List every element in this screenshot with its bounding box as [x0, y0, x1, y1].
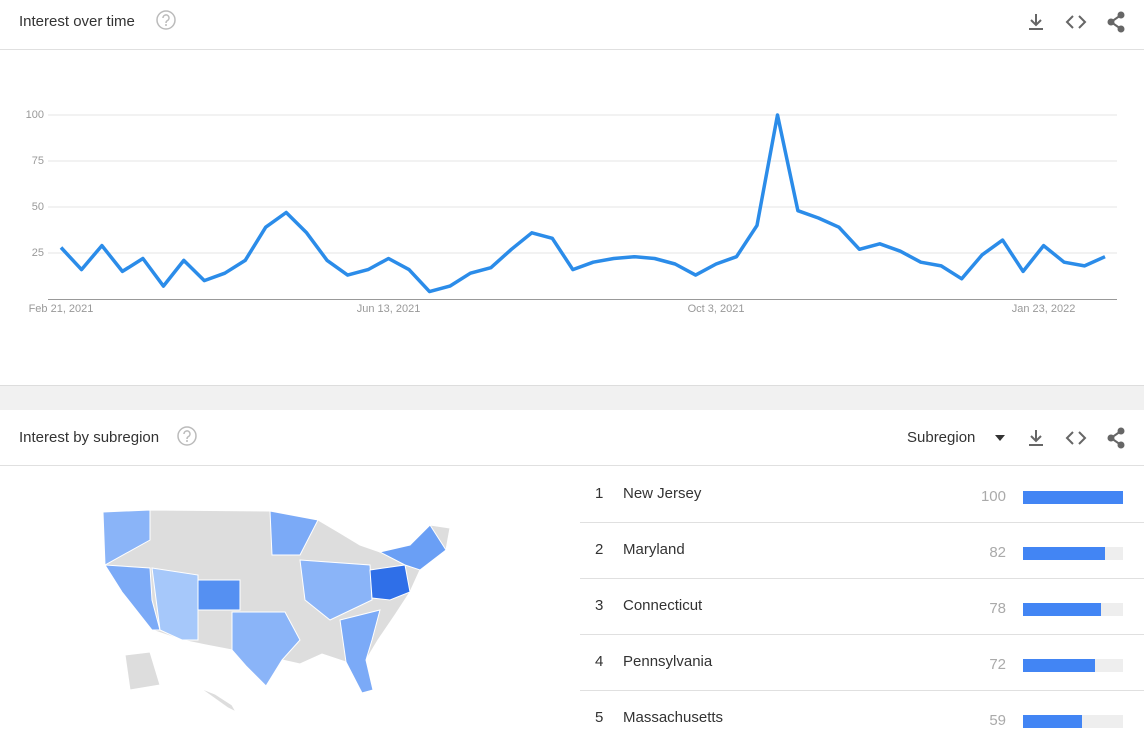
region-value: 82 [989, 544, 1006, 561]
x-tick-label: Jan 23, 2022 [1012, 303, 1076, 315]
us-map [102, 509, 451, 714]
dropdown-arrow[interactable] [995, 435, 1005, 441]
download-icon[interactable] [1029, 14, 1043, 30]
help-icon[interactable] [156, 10, 176, 30]
trend-line [59, 113, 1106, 294]
y-tick-label: 50 [32, 201, 44, 213]
region-name: New Jersey [623, 485, 702, 502]
region-value: 78 [989, 600, 1006, 617]
region-value: 72 [989, 656, 1006, 673]
region-name: Maryland [623, 541, 685, 558]
region-name: Pennsylvania [623, 653, 713, 670]
help-icon[interactable] [177, 426, 197, 446]
region-value: 100 [981, 488, 1006, 505]
rank: 2 [595, 541, 603, 558]
region-name: Connecticut [623, 597, 703, 614]
y-tick-label: 75 [32, 155, 44, 167]
section-gap [0, 386, 1144, 410]
bar [1023, 491, 1123, 504]
y-tick-label: 100 [26, 109, 44, 121]
bar [1023, 603, 1101, 616]
bar [1023, 547, 1105, 560]
x-tick-label: Feb 21, 2021 [29, 303, 94, 315]
x-tick-label: Jun 13, 2021 [357, 303, 421, 315]
y-tick-label: 25 [32, 247, 44, 259]
region-name: Massachusetts [623, 709, 723, 726]
rank: 5 [595, 709, 603, 726]
rank: 3 [595, 597, 603, 614]
section-title: Interest by subregion [19, 429, 159, 446]
region-value: 59 [989, 712, 1006, 729]
x-tick-label: Oct 3, 2021 [688, 303, 745, 315]
share-icon[interactable] [1107, 427, 1125, 449]
embed-icon[interactable] [1065, 431, 1087, 445]
rank: 1 [595, 485, 603, 502]
section-title: Interest over time [19, 13, 135, 30]
bar [1023, 715, 1082, 728]
embed-icon[interactable] [1065, 15, 1087, 29]
download-icon[interactable] [1029, 430, 1043, 446]
share-icon[interactable] [1107, 11, 1125, 33]
rank: 4 [595, 653, 603, 670]
dropdown[interactable]: Subregion [907, 429, 975, 446]
bar [1023, 659, 1095, 672]
